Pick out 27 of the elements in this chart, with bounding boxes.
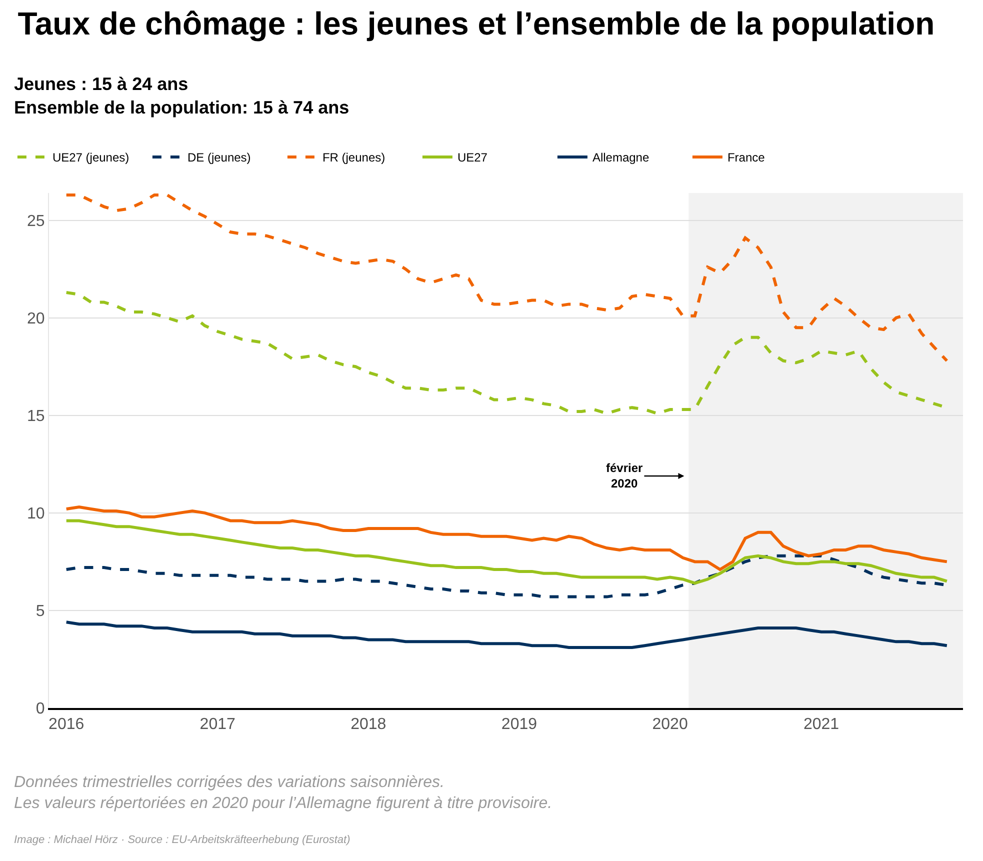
x-tick-label: 2017	[200, 716, 236, 734]
chart-title: Taux de chômage : les jeunes et l’ensemble de la population	[18, 5, 935, 42]
y-tick-label: 0	[36, 700, 45, 718]
chart-subtitle: Jeunes : 15 à 24 ans Ensemble de la population: 15 à 74 ans	[14, 74, 350, 118]
text: Image : Michael Hörz · Source : EU-Arbeitskräfteerhebung (Eurostat)	[14, 834, 351, 846]
legend-label: FR (jeunes)	[322, 150, 386, 165]
x-tick-label: 2018	[350, 716, 386, 734]
legend-label: France	[727, 150, 766, 165]
legend-label: UE27	[457, 150, 488, 165]
x-tick-label: 2020	[652, 716, 688, 734]
x-tick-label: 2021	[803, 716, 840, 734]
y-tick-label: 25	[27, 212, 45, 230]
legend-label: DE (jeunes)	[187, 150, 251, 165]
y-tick-label: 20	[27, 310, 45, 328]
x-tick-label: 2019	[501, 716, 538, 734]
line-series	[64, 193, 948, 362]
line-series	[64, 519, 948, 585]
y-tick-label: 15	[27, 408, 45, 425]
text: Données trimestrielles corrigées des variations saisonnières. Les valeurs répertoriées en 2020 pour l’Allemagne figurent à titre provisoire.	[14, 774, 552, 812]
line-series	[64, 620, 948, 650]
x-tick-label: 2016	[48, 716, 84, 734]
legend-label: UE27 (jeunes)	[52, 150, 130, 165]
legend-label: Allemagne	[592, 150, 650, 165]
y-tick-label: 5	[36, 603, 45, 620]
y-tick-label: 10	[27, 506, 45, 523]
annotation: février 2020	[606, 461, 644, 491]
line-series	[64, 506, 948, 571]
